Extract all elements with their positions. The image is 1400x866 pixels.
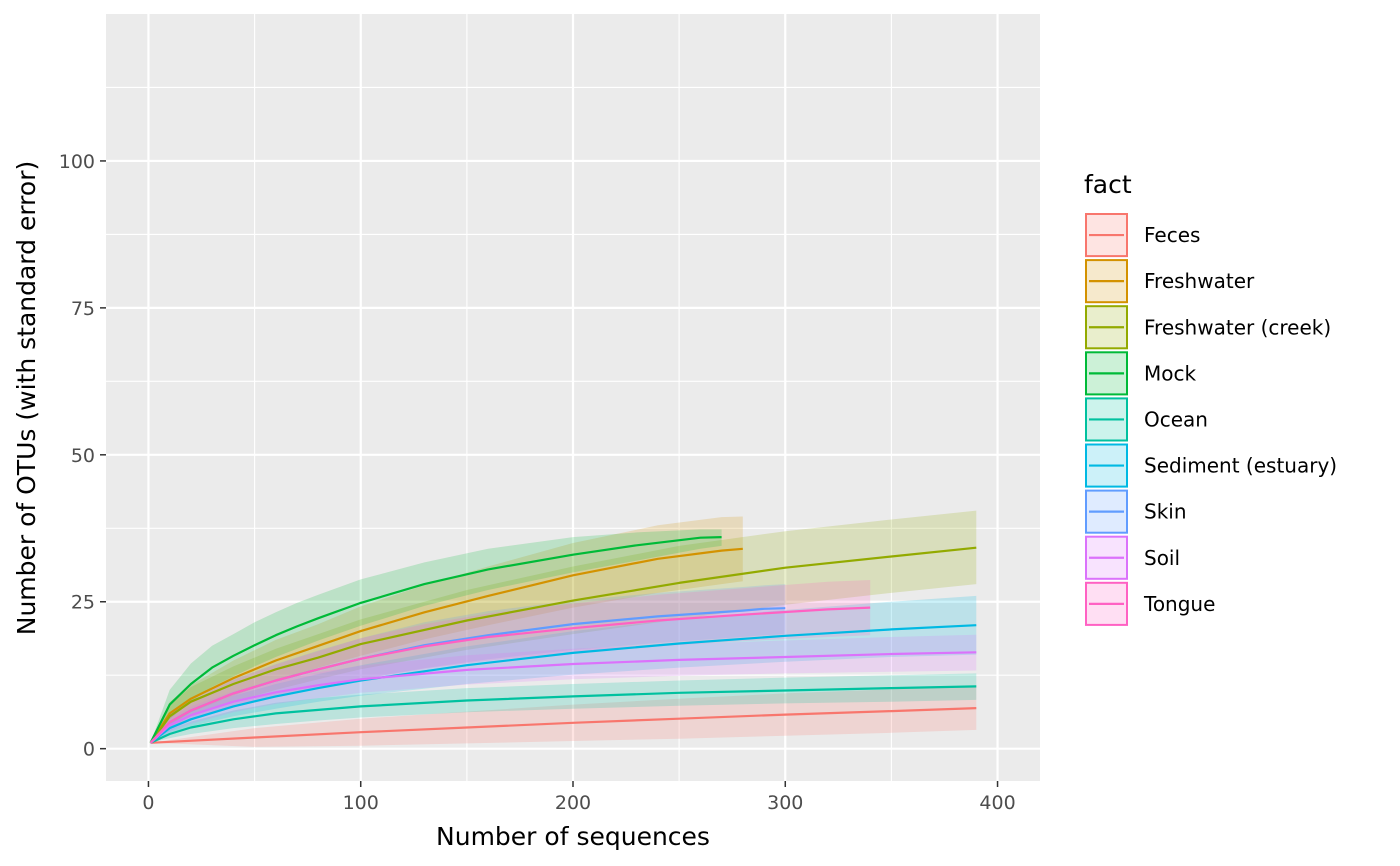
ribbon-freshwater-creek	[150, 510, 977, 743]
y-tick-label: 100	[59, 151, 95, 173]
legend-item-freshwater-creek: Freshwater (creek)	[1085, 305, 1331, 350]
legend-item-skin: Skin	[1085, 489, 1187, 534]
legend-label: Sediment (estuary)	[1144, 454, 1337, 478]
legend-item-soil: Soil	[1085, 535, 1180, 580]
y-tick-label: 75	[71, 298, 95, 320]
x-tick-label: 0	[142, 792, 154, 814]
y-tick-label: 50	[71, 445, 95, 467]
y-tick-label: 0	[83, 739, 95, 761]
ribbon-mock	[150, 529, 722, 743]
legend-label: Feces	[1144, 223, 1200, 247]
legend-title: fact	[1084, 170, 1132, 199]
legend-item-tongue: Tongue	[1085, 581, 1215, 626]
legend-item-freshwater: Freshwater	[1085, 259, 1255, 304]
series-line-soil	[149, 651, 977, 744]
series-line-feces	[150, 707, 977, 744]
ribbon-tongue	[150, 580, 871, 743]
ribbon-freshwater	[150, 516, 743, 743]
x-tick-label: 300	[767, 792, 803, 814]
y-axis-title: Number of OTUs (with standard error)	[12, 161, 41, 636]
legend-label: Ocean	[1144, 407, 1208, 431]
legend-item-feces: Feces	[1085, 213, 1200, 258]
axes: 0 100 200 300 400 0 25 50 75 100	[59, 151, 1016, 814]
series-lines	[149, 536, 977, 744]
legend-label: Tongue	[1143, 592, 1215, 616]
legend-label: Freshwater	[1144, 269, 1255, 293]
y-tick-label: 25	[71, 592, 95, 614]
legend-label: Mock	[1144, 361, 1196, 385]
x-axis-title: Number of sequences	[436, 822, 710, 851]
series-line-freshwater-creek	[149, 546, 977, 744]
series-line-mock	[149, 536, 722, 744]
legend-label: Soil	[1144, 546, 1180, 570]
legend-item-mock: Mock	[1085, 351, 1196, 396]
legend-label: Skin	[1144, 500, 1187, 524]
legend-label: Freshwater (creek)	[1144, 315, 1331, 339]
ribbon-sediment-estuary	[150, 595, 977, 743]
ribbon-soil	[150, 634, 977, 743]
legend-item-ocean: Ocean	[1085, 397, 1208, 442]
series-line-tongue	[149, 606, 871, 744]
legend-item-sediment-estuary: Sediment (estuary)	[1085, 443, 1337, 488]
series-line-sediment-estuary	[149, 624, 977, 744]
series-line-ocean	[150, 685, 977, 744]
x-tick-label: 200	[555, 792, 591, 814]
series-line-freshwater	[149, 547, 743, 744]
x-tick-label: 400	[979, 792, 1015, 814]
legend: fact Feces Freshwater Freshwater (creek) Mo…	[1084, 170, 1337, 626]
x-tick-label: 100	[343, 792, 379, 814]
